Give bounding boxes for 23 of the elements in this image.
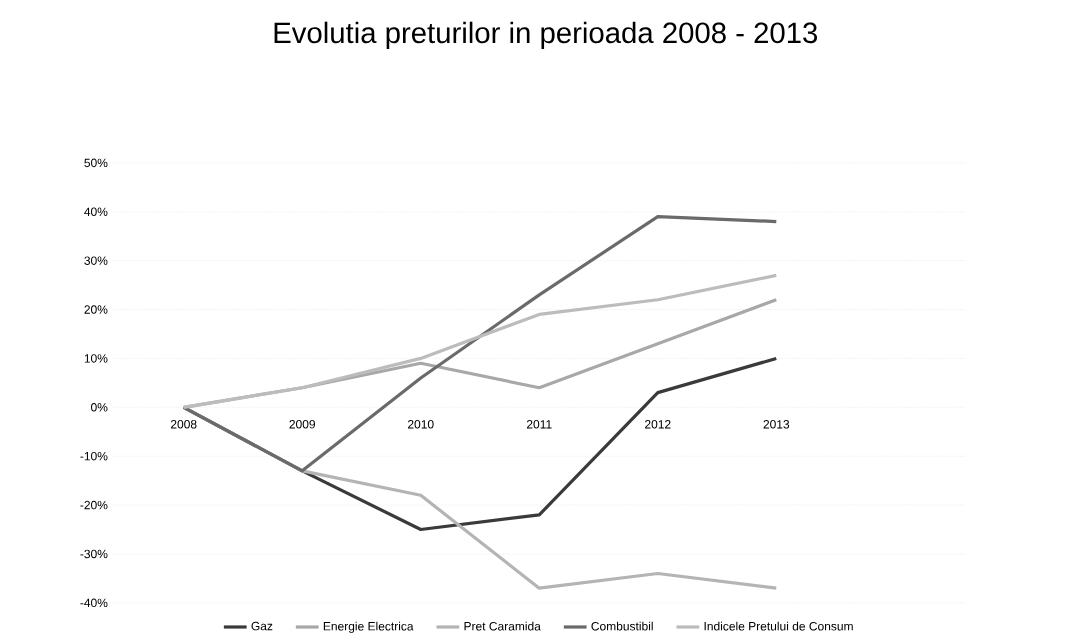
legend-label: Combustibil [591,621,653,631]
y-tick-label: 40% [84,207,108,217]
y-tick-label: 20% [84,305,108,314]
y-tick-label: -20% [80,500,108,510]
y-tick-label: 50% [84,158,108,168]
x-tick-label: 2011 [526,420,552,429]
legend-label: Gaz [251,621,273,631]
legend-label: Pret Caramida [464,621,541,631]
legend-label: Energie Electrica [323,621,414,633]
y-tick-label: -10% [80,451,108,461]
y-tick-label: 30% [84,256,108,265]
x-tick-label: 2010 [408,420,434,429]
x-tick-label: 2012 [645,420,671,429]
x-tick-label: 2009 [289,420,315,429]
y-tick-label: -30% [80,549,108,559]
x-tick-label: 2008 [170,420,197,429]
x-tick-label: 2013 [763,420,790,429]
y-tick-label: 10% [84,354,108,363]
line-series [182,273,778,409]
chart-title: Evolutia preturilor in perioada 2008 - 2013 [274,21,818,50]
y-tick-label: 0% [91,403,108,412]
legend-label: Indicele Pretului de Consum [704,621,853,631]
y-tick-label: -40% [80,598,108,608]
